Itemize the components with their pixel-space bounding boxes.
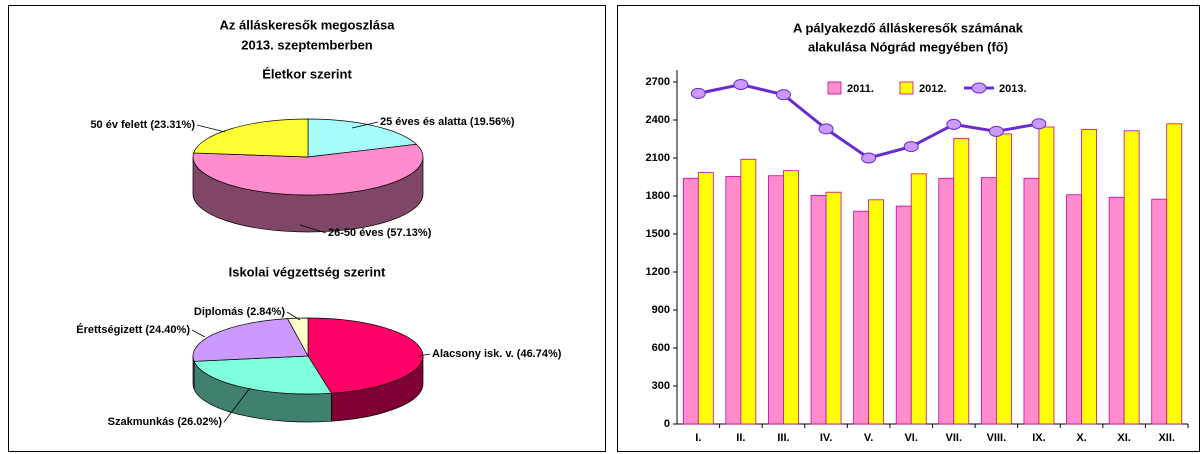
legend-swatch — [827, 81, 842, 95]
y-tick-label: 1500 — [646, 228, 670, 240]
line-marker — [733, 79, 749, 91]
line-marker — [946, 118, 962, 130]
bar — [1108, 196, 1125, 425]
x-tick-label: III. — [777, 432, 789, 444]
y-tick-label: 2700 — [646, 76, 670, 88]
bar — [768, 175, 784, 425]
pie-label: 50 év felett (23.31%) — [90, 119, 195, 131]
legend-label: 2011. — [847, 83, 874, 95]
y-tick-label: 0 — [664, 418, 670, 430]
y-tick-label: 600 — [652, 342, 670, 354]
bar — [825, 191, 842, 425]
line-marker — [818, 123, 834, 135]
bar — [995, 133, 1012, 425]
bar — [697, 172, 714, 425]
pie-subtitle: Életkor szerint — [262, 66, 352, 81]
x-tick-label: VII. — [946, 432, 963, 444]
bar — [1081, 129, 1097, 425]
left-title-line: Az álláskeresők megoszlása — [220, 17, 396, 32]
right-title-line: alakulása Nógrád megyében (fő) — [808, 39, 1008, 54]
line-marker — [775, 89, 791, 101]
x-tick-label: XI. — [1117, 432, 1130, 444]
pie-label: Szakmunkás (26.02%) — [108, 416, 223, 428]
y-tick-label: 900 — [652, 304, 670, 316]
bar — [853, 210, 870, 425]
line-marker — [861, 152, 877, 164]
bar — [1151, 198, 1168, 425]
y-tick-label: 1800 — [646, 190, 670, 202]
y-tick-label: 1200 — [646, 266, 670, 278]
x-tick-label: V. — [864, 432, 873, 444]
legend-label: 2013. — [999, 83, 1027, 95]
pie-label: Diplomás (2.84%) — [194, 306, 285, 318]
bar — [953, 137, 970, 425]
line-marker — [903, 141, 919, 153]
left-title-line: 2013. szeptemberben — [241, 37, 373, 52]
leader-line — [417, 353, 431, 357]
pie-label: 25 éves és alatta (19.56%) — [380, 116, 515, 128]
pie-subtitle: Iskolai végzettség szerint — [229, 264, 386, 279]
line-marker — [1031, 118, 1047, 130]
leader-line — [223, 387, 251, 423]
bar — [980, 177, 997, 425]
bar — [725, 175, 742, 425]
pie-slice — [307, 118, 418, 158]
x-tick-label: VI. — [904, 432, 917, 444]
x-tick-label: II. — [736, 432, 745, 444]
bar — [1166, 123, 1183, 425]
x-tick-label: IX. — [1032, 432, 1045, 444]
bar — [910, 173, 927, 425]
legend-swatch — [899, 81, 914, 95]
legend-box — [820, 78, 1042, 98]
x-tick-label: XII. — [1158, 432, 1175, 444]
y-tick-label: 2400 — [646, 114, 670, 126]
pie-slice — [307, 317, 424, 394]
leader-line — [286, 311, 301, 321]
leader-line — [196, 124, 226, 133]
bar — [810, 194, 827, 425]
pie-slice — [193, 355, 332, 395]
y-tick-label: 2100 — [646, 152, 670, 164]
leader-line — [351, 121, 379, 129]
x-tick-label: IV. — [820, 432, 832, 444]
bar — [1123, 130, 1140, 425]
x-tick-label: I. — [695, 432, 701, 444]
bar — [938, 177, 955, 425]
bar — [895, 205, 912, 425]
leader-line — [299, 224, 327, 234]
y-tick-label: 300 — [652, 380, 670, 392]
leader-line — [191, 329, 206, 338]
legend-label: 2012. — [919, 83, 947, 95]
pie-label: 26-50 éves (57.13%) — [328, 227, 432, 239]
bar — [1038, 126, 1055, 425]
bar — [1066, 194, 1082, 425]
legend-marker — [971, 82, 987, 94]
bar — [783, 170, 799, 425]
pie-label: Érettségizett (24.40%) — [76, 323, 190, 336]
x-tick-label: VIII. — [987, 432, 1007, 444]
x-tick-label: X. — [1076, 432, 1086, 444]
bar — [682, 177, 699, 425]
line-marker — [988, 125, 1004, 137]
pie-label: Alacsony isk. v. (46.74%) — [432, 348, 562, 360]
bar — [740, 158, 757, 425]
pie-slice — [192, 143, 424, 196]
line-marker — [690, 87, 706, 99]
bar — [868, 199, 885, 425]
pie-slice — [192, 318, 309, 362]
pie-slice — [193, 118, 309, 158]
right-title-line: A pályakezdő álláskeresők számának — [793, 20, 1024, 35]
bar — [1023, 177, 1040, 425]
